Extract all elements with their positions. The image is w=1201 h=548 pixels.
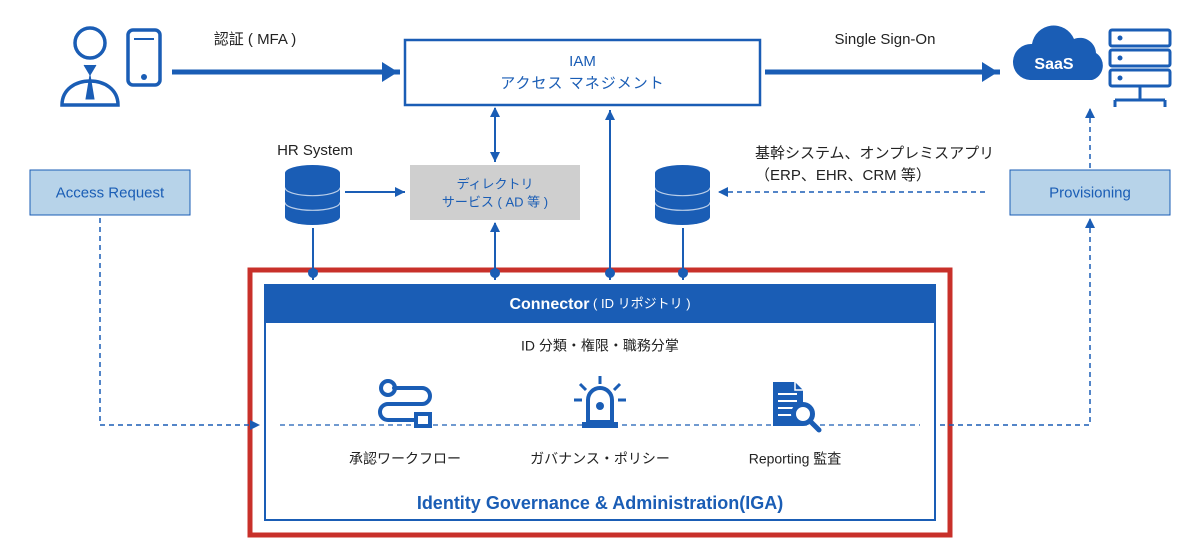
access-to-iga-dashed [100,218,260,425]
feature-report-label: Reporting 監査 [749,451,842,467]
sso-arrow-label: Single Sign-On [835,31,936,48]
saas-icon: SaaS [1013,26,1170,107]
onprem-line2: （ERP、EHR、CRM 等） [755,166,931,184]
connector-label: Connector ( ID リポジトリ ) [509,296,690,313]
provisioning-box-label: Provisioning [1049,184,1131,201]
iam-box [405,40,760,105]
hr-system-label: HR System [277,142,353,159]
directory-box [410,165,580,220]
feature-policy-label: ガバナンス・ポリシー [530,451,670,467]
directory-line2: サービス ( AD 等 ) [442,194,548,209]
access-request-box-label: Access Request [56,184,165,201]
auth-arrow-label: 認証 ( MFA ) [214,31,297,48]
auth-arrow-head [382,62,398,82]
db-mid-icon [655,165,710,225]
feature-workflow-label: 承認ワークフロー [349,451,461,467]
db-hr-icon [285,165,340,225]
sso-arrow-head [982,62,998,82]
user-icon [62,28,160,105]
iam-subtitle: アクセス マネジメント [500,75,664,92]
iga-to-provisioning-dashed [940,218,1090,425]
id-subhead: ID 分類・権限・職務分掌 [521,338,679,354]
onprem-line1: 基幹システム、オンプレミスアプリ [755,144,994,162]
saas-label: SaaS [1034,56,1073,73]
directory-line1: ディレクトリ [456,176,533,191]
iam-title: IAM [569,53,596,70]
iga-title: Identity Governance & Administration(IGA… [417,493,783,513]
